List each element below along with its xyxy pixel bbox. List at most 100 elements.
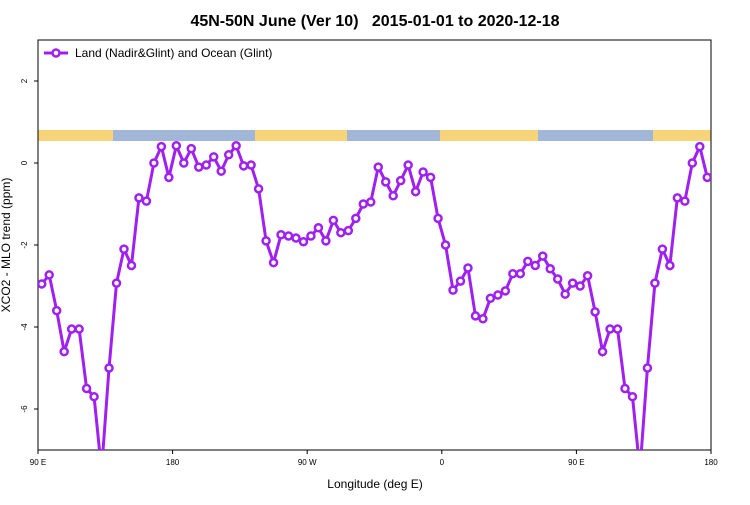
point bbox=[665, 260, 675, 271]
y-tick-label: 2 bbox=[20, 78, 29, 83]
point bbox=[620, 383, 630, 394]
chart-title: 45N-50N June (Ver 10) 2015-01-01 to 2020… bbox=[190, 13, 559, 30]
point bbox=[306, 231, 316, 241]
point bbox=[680, 196, 690, 206]
point bbox=[321, 236, 331, 246]
point bbox=[51, 305, 62, 316]
point bbox=[223, 150, 234, 160]
plot-area bbox=[38, 141, 711, 474]
point bbox=[111, 278, 122, 288]
point bbox=[627, 391, 638, 402]
point bbox=[336, 227, 346, 238]
point bbox=[418, 167, 428, 177]
point bbox=[515, 268, 526, 279]
point bbox=[448, 285, 458, 295]
point bbox=[642, 363, 653, 373]
point bbox=[493, 290, 503, 300]
point bbox=[104, 363, 114, 373]
point bbox=[66, 324, 77, 334]
point bbox=[410, 186, 421, 197]
point bbox=[89, 391, 99, 402]
point bbox=[366, 197, 376, 207]
point bbox=[298, 236, 309, 247]
point bbox=[605, 324, 615, 334]
point bbox=[582, 271, 593, 281]
point bbox=[313, 223, 324, 233]
y-tick-label: -6 bbox=[20, 405, 29, 413]
point bbox=[687, 158, 698, 168]
x-tick-label: 180 bbox=[166, 458, 180, 467]
x-tick-label: 180 bbox=[704, 458, 718, 467]
point bbox=[246, 160, 256, 170]
series-line bbox=[40, 141, 709, 450]
point bbox=[545, 264, 555, 274]
point bbox=[508, 268, 518, 279]
point bbox=[201, 160, 211, 170]
y-tick-label: -2 bbox=[20, 241, 29, 249]
point bbox=[597, 346, 608, 357]
point bbox=[552, 274, 563, 284]
point bbox=[612, 324, 623, 334]
x-tick-label: 90 E bbox=[30, 458, 46, 467]
point bbox=[134, 193, 144, 203]
y-tick-label: 0 bbox=[20, 160, 29, 165]
point bbox=[231, 141, 241, 151]
point bbox=[657, 244, 668, 254]
point bbox=[141, 196, 152, 206]
point bbox=[156, 141, 167, 152]
point bbox=[208, 152, 219, 162]
y-tick-label: -4 bbox=[20, 323, 29, 331]
point bbox=[440, 240, 451, 250]
point bbox=[590, 307, 600, 317]
point bbox=[351, 213, 361, 224]
point bbox=[500, 286, 511, 296]
point bbox=[81, 383, 92, 394]
x-tick-label: 90 W bbox=[298, 458, 317, 467]
point bbox=[523, 256, 533, 267]
point bbox=[98, 467, 105, 474]
point bbox=[164, 172, 174, 183]
point bbox=[126, 260, 137, 271]
point bbox=[463, 263, 473, 273]
point bbox=[268, 257, 279, 268]
point bbox=[373, 162, 383, 172]
point bbox=[395, 175, 406, 186]
point bbox=[216, 166, 226, 176]
x-axis-label: Longitude (deg E) bbox=[327, 477, 422, 491]
point bbox=[433, 213, 443, 224]
point bbox=[485, 293, 496, 304]
point bbox=[538, 251, 548, 261]
point bbox=[672, 193, 683, 203]
point bbox=[253, 184, 264, 194]
point bbox=[194, 162, 204, 172]
point bbox=[470, 311, 481, 321]
point bbox=[695, 141, 705, 152]
point bbox=[179, 158, 189, 168]
legend-marker bbox=[51, 48, 61, 58]
point bbox=[702, 172, 711, 183]
point bbox=[276, 230, 286, 240]
x-tick-label: 90 E bbox=[568, 458, 584, 467]
point bbox=[149, 158, 159, 168]
point bbox=[283, 231, 294, 241]
point bbox=[478, 314, 488, 324]
point bbox=[560, 289, 570, 299]
point bbox=[74, 324, 84, 334]
land-ocean-strip bbox=[38, 130, 711, 141]
point bbox=[388, 191, 398, 201]
point bbox=[291, 233, 301, 243]
point bbox=[403, 160, 413, 170]
point bbox=[575, 281, 585, 291]
point bbox=[380, 177, 391, 187]
point bbox=[425, 172, 436, 183]
y-axis-label: XCO2 - MLO trend (ppm) bbox=[0, 178, 13, 313]
point bbox=[650, 278, 660, 288]
point bbox=[44, 270, 54, 280]
point bbox=[119, 244, 129, 254]
point bbox=[567, 278, 578, 288]
point bbox=[186, 143, 197, 154]
point bbox=[59, 346, 69, 357]
x-tick-label: 0 bbox=[440, 458, 445, 467]
point bbox=[530, 260, 541, 271]
